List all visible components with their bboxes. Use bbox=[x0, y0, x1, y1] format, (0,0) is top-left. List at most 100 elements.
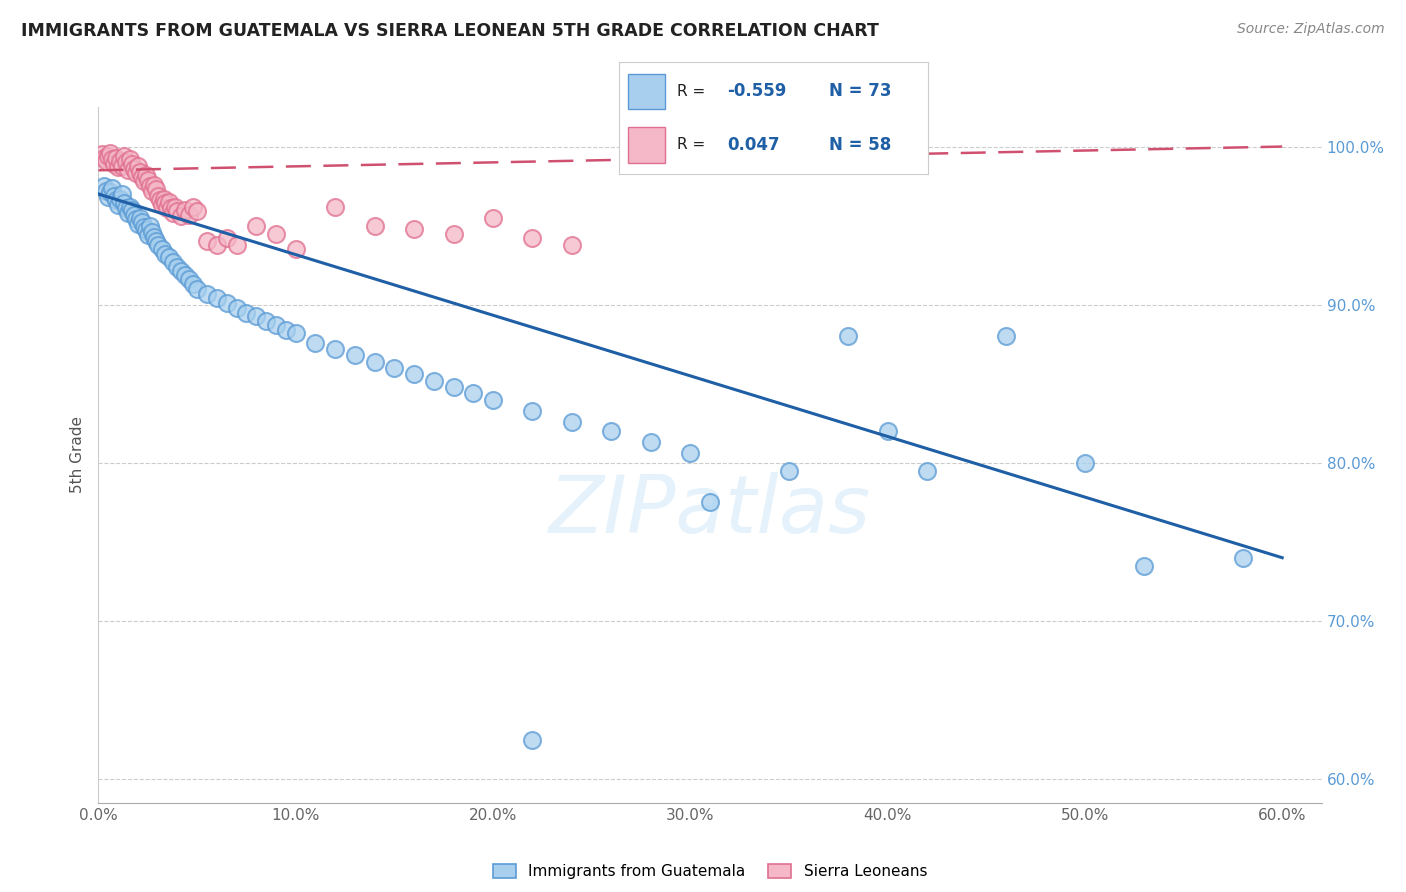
Point bbox=[115, 155, 138, 169]
Point bbox=[166, 204, 188, 219]
Point bbox=[131, 169, 153, 184]
Text: R =: R = bbox=[678, 84, 706, 99]
Point bbox=[179, 208, 201, 222]
Point bbox=[186, 204, 208, 219]
Point bbox=[225, 237, 247, 252]
Point bbox=[205, 237, 228, 252]
Point bbox=[132, 174, 155, 188]
Text: ZIPatlas: ZIPatlas bbox=[548, 472, 872, 549]
Text: N = 73: N = 73 bbox=[830, 82, 891, 101]
Point bbox=[443, 380, 465, 394]
Point bbox=[679, 446, 702, 460]
Point bbox=[876, 424, 898, 438]
Point bbox=[135, 168, 157, 182]
Point bbox=[138, 219, 160, 233]
Point bbox=[150, 243, 173, 257]
Point bbox=[103, 188, 125, 202]
Point bbox=[152, 192, 174, 206]
FancyBboxPatch shape bbox=[628, 73, 665, 109]
Point bbox=[93, 179, 115, 194]
Point bbox=[162, 255, 184, 269]
Point bbox=[127, 217, 149, 231]
Point bbox=[699, 495, 721, 509]
Point bbox=[150, 198, 173, 212]
Point bbox=[117, 206, 139, 220]
Point bbox=[141, 225, 163, 239]
Point bbox=[225, 301, 247, 315]
Point bbox=[363, 354, 385, 368]
Point bbox=[323, 342, 346, 356]
Point bbox=[245, 309, 267, 323]
Point bbox=[162, 206, 184, 220]
Point bbox=[284, 243, 307, 257]
Point bbox=[186, 282, 208, 296]
Point bbox=[96, 184, 118, 198]
Point bbox=[105, 151, 128, 165]
Point bbox=[122, 208, 145, 222]
Point bbox=[284, 326, 307, 340]
Point bbox=[138, 179, 160, 194]
Point bbox=[101, 152, 124, 166]
Point bbox=[121, 202, 143, 217]
Point bbox=[132, 220, 155, 235]
Point bbox=[91, 147, 114, 161]
Point bbox=[264, 318, 287, 333]
Point bbox=[1133, 558, 1156, 573]
Point bbox=[174, 268, 197, 282]
Point bbox=[146, 237, 169, 252]
Point bbox=[1232, 550, 1254, 565]
Point bbox=[115, 201, 138, 215]
Point bbox=[522, 231, 544, 245]
Point bbox=[170, 264, 193, 278]
Text: -0.559: -0.559 bbox=[727, 82, 786, 101]
Point bbox=[111, 159, 134, 173]
Point bbox=[101, 180, 124, 194]
Point bbox=[155, 196, 177, 211]
Point bbox=[561, 415, 583, 429]
Point bbox=[142, 178, 165, 192]
Point bbox=[404, 221, 426, 235]
Point bbox=[142, 229, 165, 244]
Point bbox=[155, 247, 177, 261]
Point bbox=[181, 200, 204, 214]
Point bbox=[145, 235, 167, 249]
Point bbox=[107, 198, 129, 212]
Point bbox=[125, 212, 148, 227]
Point bbox=[304, 335, 326, 350]
Point bbox=[136, 228, 159, 243]
Point bbox=[160, 201, 183, 215]
Point bbox=[98, 145, 121, 160]
Point bbox=[108, 192, 131, 206]
Point bbox=[404, 368, 426, 382]
Point bbox=[112, 196, 135, 211]
Point bbox=[423, 374, 446, 388]
Point bbox=[837, 329, 859, 343]
Point bbox=[522, 403, 544, 417]
Point bbox=[107, 160, 129, 174]
Point bbox=[127, 159, 149, 173]
Point bbox=[915, 464, 938, 478]
Point bbox=[482, 211, 505, 225]
Text: Source: ZipAtlas.com: Source: ZipAtlas.com bbox=[1237, 22, 1385, 37]
Point bbox=[195, 235, 218, 249]
Point bbox=[482, 392, 505, 407]
Text: 0.047: 0.047 bbox=[727, 136, 779, 154]
Point bbox=[131, 215, 153, 229]
Point bbox=[111, 186, 134, 201]
Point bbox=[174, 202, 197, 217]
Point bbox=[994, 329, 1017, 343]
Point bbox=[128, 165, 150, 179]
Text: N = 58: N = 58 bbox=[830, 136, 891, 154]
Point bbox=[145, 182, 167, 196]
Point bbox=[128, 211, 150, 225]
Point bbox=[274, 323, 297, 337]
Point bbox=[179, 272, 201, 286]
Point bbox=[245, 219, 267, 233]
Point bbox=[205, 291, 228, 305]
Point bbox=[93, 151, 115, 165]
Point bbox=[97, 190, 120, 204]
Point bbox=[135, 223, 157, 237]
Point bbox=[141, 184, 163, 198]
Legend: Immigrants from Guatemala, Sierra Leoneans: Immigrants from Guatemala, Sierra Leonea… bbox=[486, 858, 934, 886]
Point bbox=[98, 186, 121, 200]
